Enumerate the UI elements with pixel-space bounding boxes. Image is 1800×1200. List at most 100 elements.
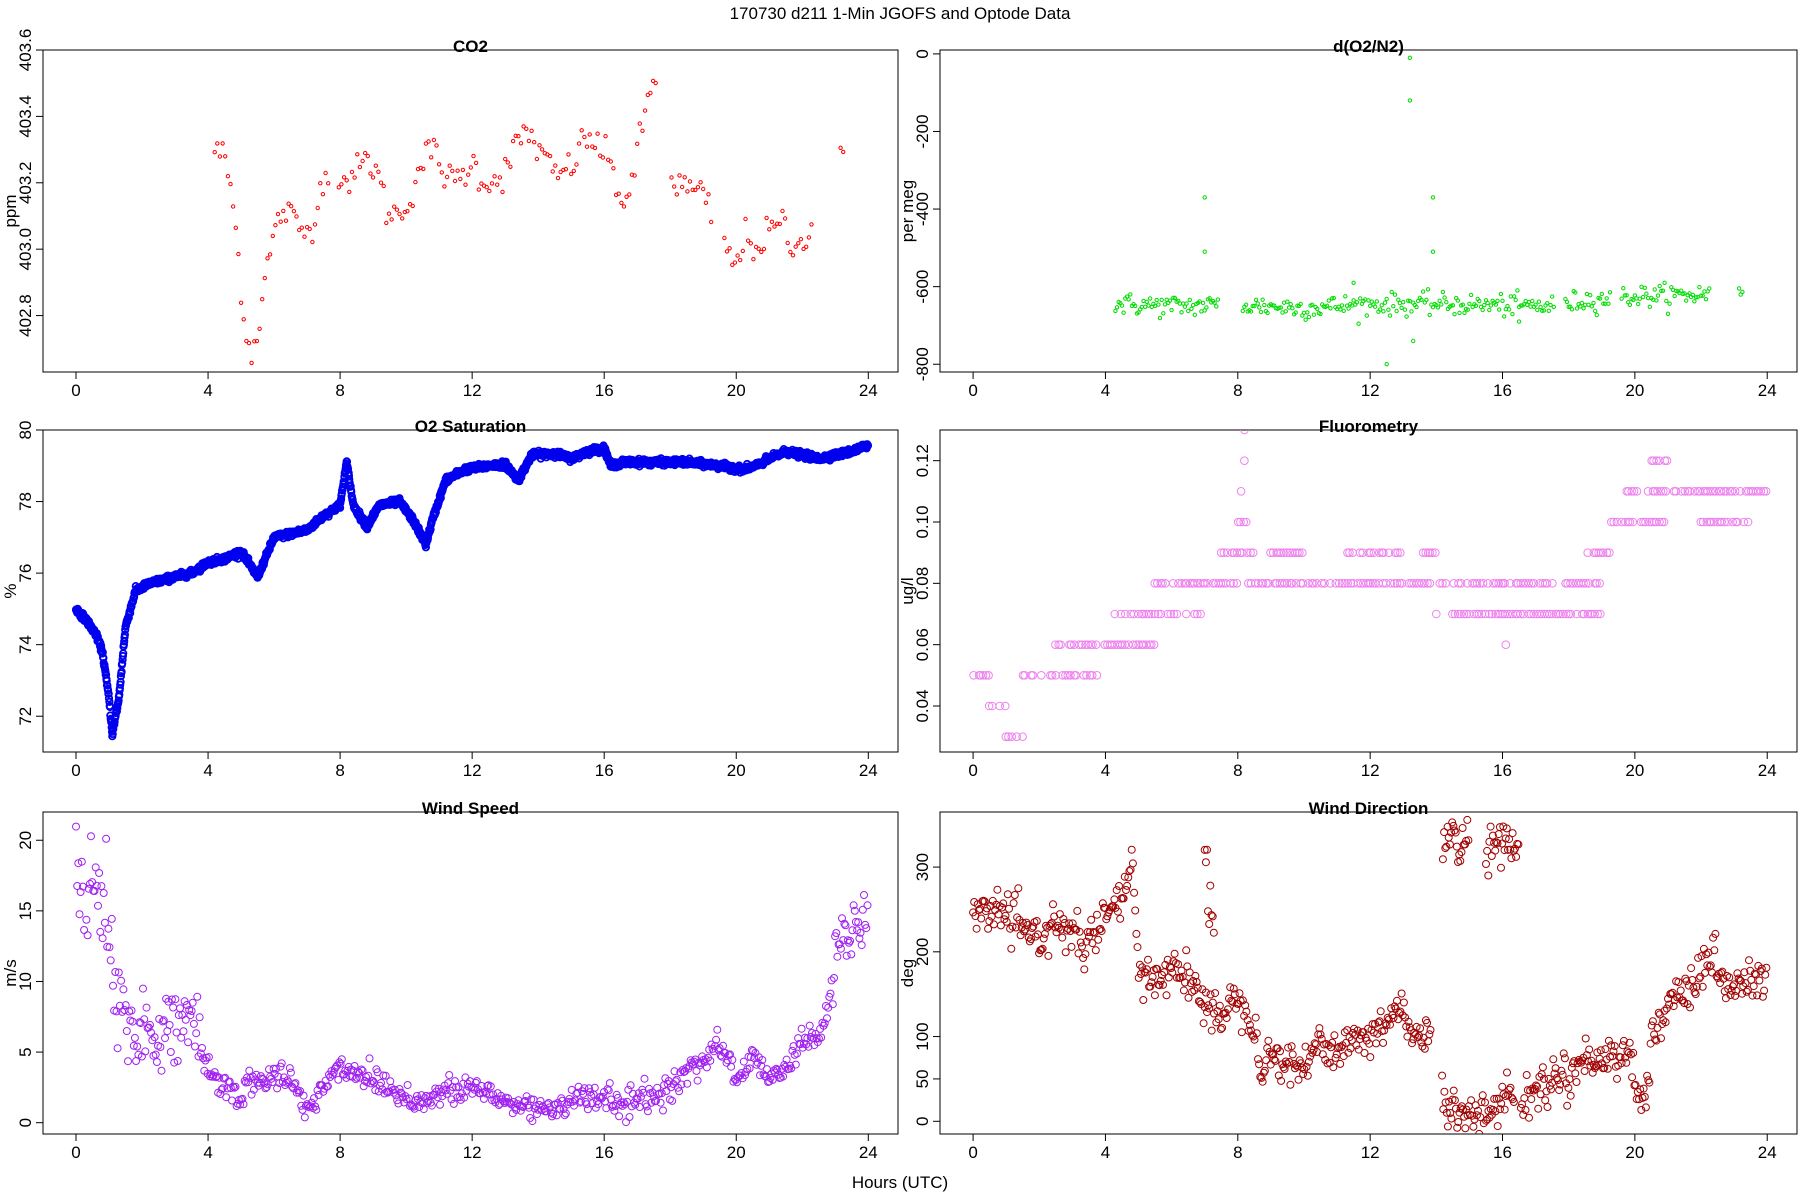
- data-point: [1661, 487, 1671, 496]
- data-point: [1643, 1071, 1652, 1080]
- data-point: [1250, 303, 1255, 309]
- data-point: [1545, 301, 1550, 306]
- y-tick-label: 50: [913, 1069, 932, 1088]
- data-point: [1097, 927, 1106, 936]
- data-point: [1235, 989, 1244, 998]
- data-point: [566, 152, 571, 157]
- data-point: [323, 1082, 332, 1091]
- data-point: [1310, 302, 1315, 307]
- data-point: [1271, 1056, 1280, 1065]
- data-point: [289, 204, 294, 209]
- data-point: [1191, 971, 1200, 980]
- data-point: [270, 233, 275, 239]
- data-point: [1310, 1039, 1319, 1048]
- data-point: [1758, 992, 1767, 1001]
- data-point: [1011, 923, 1020, 932]
- data-point: [222, 1093, 231, 1102]
- data-point: [1665, 1000, 1674, 1009]
- data-point: [796, 241, 801, 246]
- data-point: [1187, 297, 1193, 303]
- data-point: [1329, 296, 1335, 301]
- x-tick-label: 16: [1493, 761, 1512, 780]
- data-point: [1375, 548, 1384, 558]
- data-point: [442, 184, 447, 189]
- data-point: [1549, 294, 1555, 299]
- data-point: [1298, 548, 1307, 558]
- data-point: [1205, 920, 1214, 928]
- data-point: [1456, 856, 1465, 865]
- data-point: [1690, 292, 1696, 298]
- data-point: [1080, 965, 1089, 974]
- data-point: [556, 1104, 565, 1113]
- data-point: [1369, 548, 1379, 558]
- data-point: [1304, 1057, 1313, 1066]
- data-point: [1468, 292, 1474, 298]
- data-point: [369, 1077, 377, 1085]
- data-point: [1589, 304, 1595, 309]
- data-point: [1442, 295, 1447, 300]
- data-point: [1639, 1084, 1648, 1093]
- data-point: [1533, 302, 1538, 307]
- data-point: [1260, 297, 1265, 302]
- data-point: [1530, 1085, 1539, 1093]
- data-point: [378, 180, 384, 185]
- y-axis-label: m/s: [1, 959, 20, 986]
- data-point: [1592, 579, 1601, 588]
- data-point: [1502, 824, 1511, 833]
- data-point: [1756, 487, 1766, 496]
- data-point: [505, 1098, 514, 1107]
- data-point: [1360, 1049, 1369, 1057]
- data-point: [1450, 826, 1459, 835]
- data-point: [1669, 487, 1679, 496]
- data-point: [1505, 835, 1514, 844]
- data-point: [114, 968, 123, 977]
- data-point: [821, 1002, 830, 1010]
- data-point: [394, 207, 400, 212]
- data-point: [1331, 295, 1337, 301]
- data-point: [1585, 1045, 1594, 1054]
- data-point: [1144, 609, 1154, 619]
- data-point: [1087, 671, 1097, 680]
- data-point: [363, 150, 368, 156]
- data-point: [1425, 548, 1435, 558]
- data-point: [1384, 296, 1389, 302]
- data-point: [218, 1084, 227, 1093]
- data-point: [1411, 1030, 1420, 1039]
- data-point: [1172, 609, 1182, 619]
- data-point: [341, 175, 347, 180]
- data-point: [1075, 640, 1084, 650]
- data-point: [209, 1071, 218, 1080]
- data-point: [252, 339, 257, 344]
- data-point: [1636, 517, 1646, 527]
- data-point: [497, 175, 503, 180]
- data-point: [1018, 732, 1027, 742]
- data-point: [195, 1013, 204, 1022]
- data-point: [1229, 579, 1238, 588]
- data-point: [238, 1094, 247, 1103]
- data-point: [463, 182, 468, 187]
- data-point: [1120, 872, 1129, 881]
- data-point: [984, 671, 993, 680]
- data-point: [1218, 1023, 1227, 1032]
- data-point: [1631, 297, 1636, 303]
- data-point: [1181, 978, 1189, 987]
- data-point: [1711, 929, 1720, 938]
- y-tick-label: 403.2: [16, 162, 35, 205]
- data-point: [1216, 548, 1226, 558]
- data-point: [1573, 290, 1578, 295]
- data-point: [230, 1083, 239, 1092]
- data-point: [1723, 517, 1732, 527]
- data-point: [246, 340, 252, 346]
- data-point: [320, 192, 326, 197]
- data-point: [1296, 1059, 1305, 1068]
- data-point: [1548, 579, 1557, 588]
- data-point: [106, 956, 115, 965]
- data-point: [1366, 1053, 1375, 1062]
- data-point: [1672, 293, 1677, 299]
- data-point: [1734, 974, 1743, 983]
- data-point: [1056, 640, 1065, 650]
- data-point: [1563, 1101, 1572, 1110]
- data-point: [1485, 609, 1494, 619]
- data-point: [312, 1105, 321, 1114]
- data-point: [1458, 824, 1467, 832]
